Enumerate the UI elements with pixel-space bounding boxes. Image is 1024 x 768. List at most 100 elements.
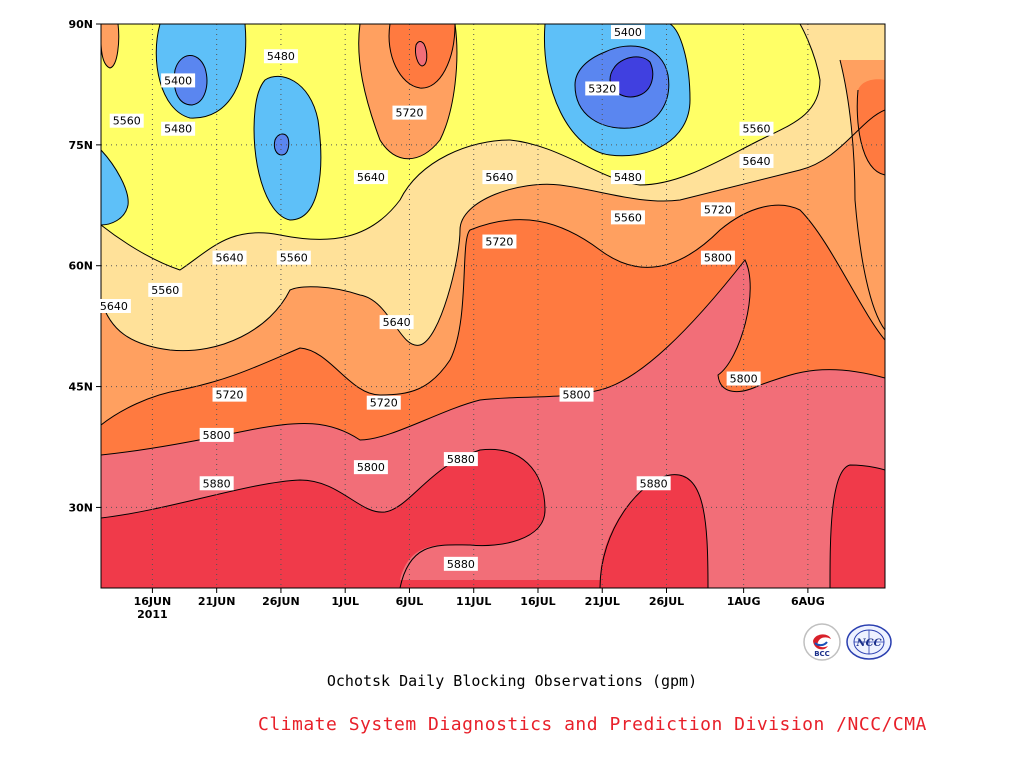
contour-label-text: 5880 — [447, 453, 475, 466]
contour-label: 5640 — [379, 315, 414, 330]
contour-label-bg — [585, 81, 620, 96]
contour-label-bg — [739, 121, 774, 136]
contour-label-bg — [353, 460, 388, 475]
contour-label-bg — [482, 234, 517, 249]
fill-5720-5800-right — [857, 79, 885, 175]
contour-label: 5560 — [148, 282, 183, 297]
contour-label-text: 5880 — [447, 558, 475, 571]
contour-label-text: 5640 — [742, 155, 770, 168]
contour-label-text: 5400 — [614, 26, 642, 39]
y-tick-label: 30N — [68, 501, 93, 514]
x-tick-label: 6JUL — [396, 595, 424, 608]
contour-label-text: 5560 — [280, 252, 308, 265]
contour-label: 5880 — [636, 476, 671, 491]
contour-label: 5640 — [96, 299, 131, 313]
contour-label-bg — [199, 427, 234, 442]
y-tick-label: 60N — [68, 260, 93, 273]
fill-below-5320 — [610, 56, 653, 97]
credit-line: Climate System Diagnostics and Predictio… — [258, 714, 927, 735]
x-tick-label: 16JUL — [520, 595, 555, 608]
contour-label: 5720 — [482, 234, 517, 249]
x-tick-label: 16JUN — [134, 595, 172, 608]
contour-label: 5560 — [109, 113, 144, 128]
contour-label-text: 5400 — [164, 74, 192, 87]
contour-label-bg — [392, 105, 427, 120]
contour-label-text: 5480 — [267, 50, 295, 63]
contour-label: 5560 — [610, 210, 645, 225]
contour-label-bg — [199, 476, 234, 491]
contour-label: 5480 — [610, 170, 645, 185]
bcc-logo-icon: BCC — [803, 623, 841, 661]
contour-label-text: 5800 — [704, 252, 732, 265]
contour-label-text: 5800 — [357, 461, 385, 474]
contour-label-bg — [700, 250, 735, 265]
contour-label: 5880 — [199, 476, 234, 491]
contour-label-text: 5720 — [216, 389, 244, 402]
contour-label-bg — [161, 73, 196, 88]
ncc-logo-text: NCC — [855, 638, 881, 649]
contour-label: 5400 — [161, 73, 196, 88]
contour-label-text: 5720 — [485, 236, 513, 249]
x-tick-label: 6AUG — [791, 595, 825, 608]
contour-label-bg — [263, 49, 298, 64]
contour-label: 5880 — [443, 556, 478, 571]
contour-label-text: 5880 — [203, 477, 231, 490]
contour-label-bg — [700, 202, 735, 217]
contour-label-text: 5640 — [383, 316, 411, 329]
fill-5400-5480-d — [101, 150, 129, 225]
contour-label-text: 5800 — [563, 389, 591, 402]
contour-label-bg — [610, 210, 645, 225]
y-tick-label: 90N — [68, 18, 93, 31]
contour-label-bg — [443, 452, 478, 467]
y-tick-label: 75N — [68, 139, 93, 152]
contour-label: 5800 — [353, 460, 388, 475]
contour-label-bg — [636, 476, 671, 491]
contour-label-text: 5560 — [113, 115, 141, 128]
contour-label: 5320 — [585, 81, 620, 96]
contour-label-bg — [96, 299, 131, 313]
contour-label-bg — [366, 395, 401, 410]
contour-label: 5720 — [212, 387, 247, 402]
contour-label-text: 5880 — [640, 477, 668, 490]
contour-label-bg — [353, 170, 388, 185]
fill-5800-5880-top — [415, 41, 427, 66]
contour-label-text: 5720 — [395, 107, 423, 120]
contour-label: 5800 — [199, 427, 234, 442]
contour-label: 5720 — [700, 202, 735, 217]
contour-label: 5640 — [353, 170, 388, 185]
contour-label: 5640 — [739, 153, 774, 168]
contour-label: 5480 — [263, 49, 298, 64]
contour-label-text: 5640 — [216, 252, 244, 265]
bcc-logo-text: BCC — [814, 650, 830, 658]
gridlines — [101, 24, 885, 588]
contour-label-bg — [148, 282, 183, 297]
x-tick-label: 1JUL — [331, 595, 359, 608]
contour-label: 5560 — [276, 250, 311, 265]
contour-label-bg — [443, 556, 478, 571]
x-year-label: 2011 — [137, 608, 168, 621]
contour-label-text: 5800 — [203, 429, 231, 442]
contour-label-text: 5640 — [100, 300, 128, 313]
contour-labels: 5400 5480 5560 5480 5720 5640 5400 5320 5480 5560… — [96, 25, 774, 571]
ncc-logo-icon: NCC — [846, 624, 892, 660]
contour-label: 5720 — [366, 395, 401, 410]
contour-label-bg — [212, 250, 247, 265]
contour-label: 5640 — [482, 170, 517, 185]
y-tick-label: 45N — [68, 381, 93, 394]
contour-label-text: 5640 — [485, 171, 513, 184]
x-tick-label: 1AUG — [727, 595, 761, 608]
contour-label-bg — [482, 170, 517, 185]
contour-label: 5720 — [392, 105, 427, 120]
x-tick-label: 11JUL — [456, 595, 491, 608]
x-tick-label: 26JUL — [649, 595, 684, 608]
contour-label-text: 5560 — [151, 284, 179, 297]
contour-label-text: 5640 — [357, 171, 385, 184]
contour-label-text: 5560 — [614, 211, 642, 224]
contour-label-bg — [726, 371, 761, 386]
contour-label-text: 5480 — [614, 171, 642, 184]
contour-label: 5400 — [610, 25, 645, 40]
contour-label-text: 5720 — [370, 397, 398, 410]
contour-label: 5800 — [726, 371, 761, 386]
